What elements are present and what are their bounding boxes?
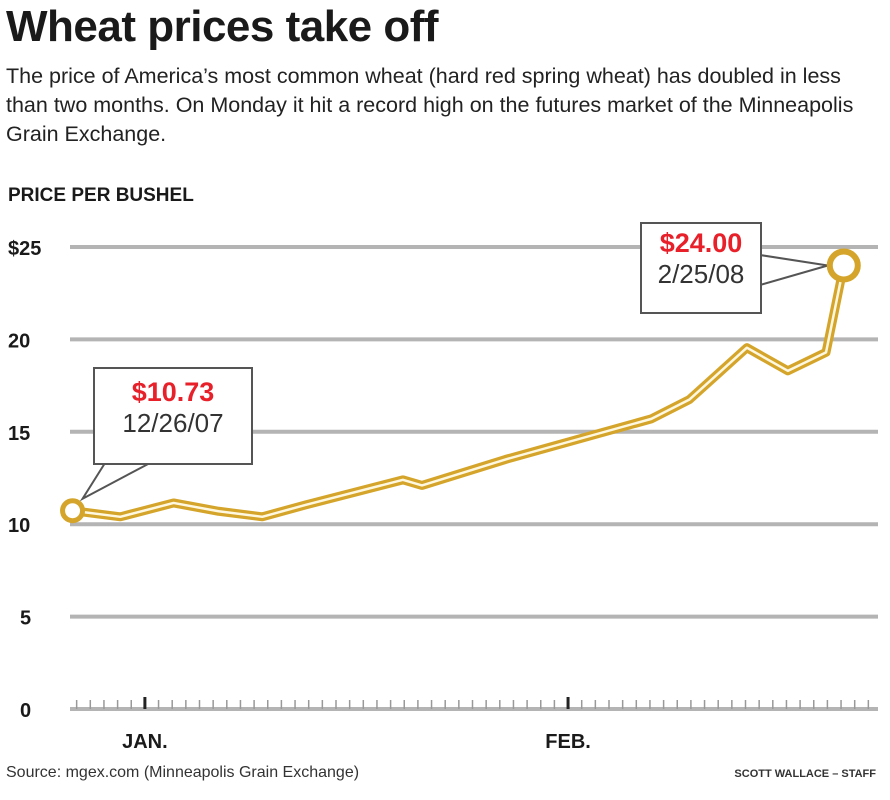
callout-pointer [759,254,829,286]
credit: SCOTT WALLACE – STAFF [734,768,876,780]
x-tick-label: JAN. [122,731,168,753]
price-line-highlight [72,265,846,519]
callout-pointer [79,462,151,502]
y-tick-label: 15 [8,423,30,445]
start-date: 12/26/07 [122,408,224,438]
y-tick-label: 0 [20,700,31,722]
end-callout: $24.00 2/25/08 [640,222,762,314]
end-date: 2/25/08 [657,259,745,289]
end-point-marker [826,248,861,283]
y-tick-label: $25 [8,238,41,260]
y-tick-label: 20 [8,330,30,352]
start-callout: $10.73 12/26/07 [93,367,253,465]
x-tick-label: FEB. [545,731,591,753]
y-axis-label: PRICE PER BUSHEL [8,185,194,206]
start-point-marker [60,498,86,524]
y-tick-label: 5 [20,608,31,630]
end-price: $24.00 [659,228,743,258]
chart-subtitle: The price of America’s most common wheat… [6,64,854,146]
y-tick-label: 10 [8,515,30,537]
chart-title: Wheat prices take off [6,2,439,51]
source-note: Source: mgex.com (Minneapolis Grain Exch… [6,764,360,781]
start-price: $10.73 [131,377,215,407]
